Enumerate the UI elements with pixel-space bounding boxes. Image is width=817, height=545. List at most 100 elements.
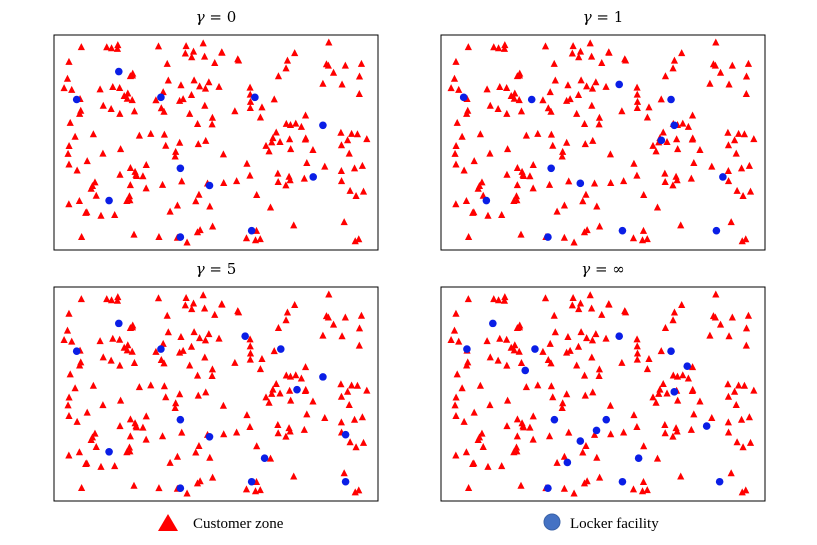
customer-zone-marker — [246, 83, 254, 91]
customer-zone-marker — [573, 361, 581, 369]
locker-facility-marker — [670, 121, 679, 130]
customer-zone-marker — [510, 197, 518, 205]
customer-zone-marker — [470, 408, 478, 416]
panel-title-rest: = ∞ — [590, 260, 625, 278]
locker-facility-marker — [602, 415, 611, 424]
customer-zone-marker — [285, 172, 293, 180]
customer-zone-marker — [559, 147, 567, 155]
customer-zone-marker — [357, 311, 366, 319]
customer-zone-marker — [178, 177, 186, 185]
customer-zone-marker — [744, 311, 753, 319]
customer-zone-marker — [724, 128, 732, 136]
panel-title: γ = 5 — [196, 260, 237, 278]
customer-zone-marker — [124, 341, 132, 349]
locker-facility-marker — [176, 484, 185, 492]
customer-zone-marker — [452, 451, 460, 459]
customer-zone-marker — [142, 184, 150, 192]
customer-zone-marker — [581, 391, 589, 399]
customer-zone-marker — [73, 417, 81, 425]
customer-zone-marker — [358, 413, 366, 421]
customer-zone-marker — [690, 158, 698, 166]
customer-zone-marker — [215, 82, 223, 90]
customer-zone-marker — [97, 211, 105, 219]
customer-zone-marker — [282, 119, 290, 127]
customer-zone-marker — [91, 178, 99, 186]
customer-zone-marker — [586, 291, 594, 299]
customer-zone-marker — [576, 299, 585, 307]
customer-zone-marker — [568, 301, 576, 309]
customer-zone-marker — [519, 170, 527, 178]
locker-facility-marker — [105, 447, 113, 456]
customer-zone-marker — [171, 152, 179, 160]
customer-zone-marker — [329, 320, 338, 328]
customer-zone-marker — [193, 119, 202, 127]
panel-title-rest: = 1 — [592, 8, 624, 26]
customer-zone-marker — [363, 386, 371, 394]
customer-zone-marker — [283, 308, 292, 316]
customer-zone-marker — [116, 396, 125, 404]
customer-zone-marker — [130, 359, 139, 367]
customer-zone-marker — [602, 334, 610, 342]
customer-zone-marker — [674, 396, 682, 404]
customer-zone-marker — [476, 130, 484, 138]
customer-zone-marker — [621, 308, 630, 316]
customer-zone-marker — [358, 161, 366, 169]
customer-zone-marker — [171, 403, 179, 411]
customer-zone-marker — [64, 401, 72, 409]
customer-zone-marker — [669, 181, 677, 189]
customer-zone-marker — [158, 180, 167, 188]
customer-zone-marker — [234, 56, 243, 64]
customer-zone-marker — [71, 132, 79, 140]
customer-zone-marker — [186, 109, 194, 117]
customer-zone-marker — [87, 436, 95, 444]
customer-zone-marker — [200, 52, 209, 60]
customer-zone-marker — [643, 365, 652, 373]
customer-zone-marker — [196, 82, 204, 90]
customer-zone-marker — [672, 424, 680, 432]
customer-zone-marker — [589, 136, 597, 144]
locker-facility-marker — [489, 319, 497, 328]
customer-zone-marker — [503, 83, 511, 91]
customer-zone-marker — [630, 159, 638, 167]
customer-zone-marker — [596, 222, 604, 230]
customer-zone-marker — [452, 200, 460, 208]
legend-triangle-icon — [158, 514, 178, 531]
customer-zone-marker — [309, 146, 317, 154]
customer-zone-marker — [135, 131, 143, 139]
customer-zone-marker — [607, 430, 615, 438]
customer-zone-marker — [661, 323, 670, 331]
customer-zone-marker — [182, 294, 190, 302]
customer-zone-marker — [256, 365, 265, 373]
customer-zone-marker — [549, 141, 557, 149]
plot-frame — [53, 34, 379, 251]
customer-zone-marker — [663, 138, 671, 146]
locker-facility-marker — [618, 226, 627, 235]
customer-zone-marker — [512, 192, 521, 200]
locker-facility-marker — [615, 80, 623, 89]
customer-zone-marker — [607, 178, 615, 186]
customer-zone-marker — [130, 230, 138, 238]
customer-zone-marker — [163, 311, 171, 319]
customer-zone-marker — [541, 42, 550, 50]
customer-zone-marker — [653, 203, 662, 211]
customer-zone-marker — [655, 389, 663, 397]
customer-zone-marker — [344, 136, 352, 144]
customer-zone-marker — [550, 311, 558, 319]
customer-zone-marker — [116, 145, 125, 153]
customer-zone-marker — [201, 336, 210, 344]
customer-zone-marker — [190, 328, 198, 336]
locker-facility-marker — [702, 422, 711, 430]
customer-zone-marker — [605, 48, 613, 56]
customer-zone-marker — [595, 113, 604, 121]
customer-zone-marker — [649, 393, 657, 401]
customer-zone-marker — [496, 334, 504, 342]
customer-zone-marker — [684, 122, 692, 130]
customer-zone-marker — [464, 358, 472, 366]
customer-zone-marker — [190, 76, 198, 84]
customer-zone-marker — [618, 107, 626, 115]
customer-zone-marker — [78, 484, 86, 492]
customer-zone-marker — [652, 398, 660, 406]
customer-zone-marker — [355, 486, 363, 494]
customer-zone-marker — [470, 157, 478, 165]
customer-zone-marker — [476, 381, 484, 389]
